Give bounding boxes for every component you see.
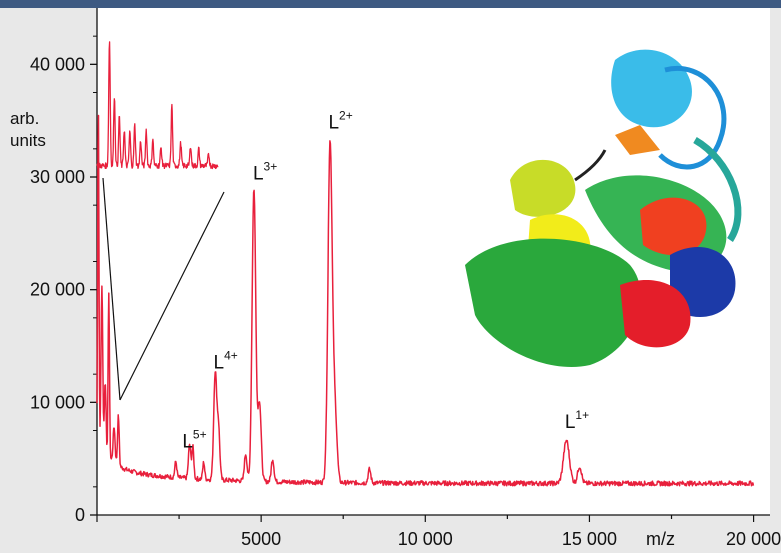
x-tick-label: 20 000 xyxy=(726,529,781,549)
peak-label-letter: L xyxy=(328,113,339,134)
ribbon-yellow-green xyxy=(510,159,576,217)
inset-connector-right xyxy=(119,191,225,401)
peak-label-letter: L xyxy=(565,412,576,433)
x-tick-label: 5000 xyxy=(241,529,281,549)
protein-structure-illustration xyxy=(465,49,742,367)
inset-connector-left xyxy=(102,177,121,401)
y-tick-label: 20 000 xyxy=(30,280,85,300)
ribbon-red xyxy=(640,197,707,256)
y-axis-label-line2: units xyxy=(10,131,46,150)
peak-label: L1+ xyxy=(565,408,589,433)
y-tick-label: 0 xyxy=(75,505,85,525)
x-tick-label: 15 000 xyxy=(562,529,617,549)
x-tick-label: 10 000 xyxy=(398,529,453,549)
peak-charge: 4+ xyxy=(224,349,238,363)
ribbon-dark-blue xyxy=(670,247,736,317)
peak-label-letter: L xyxy=(253,163,264,184)
peak-label: L3+ xyxy=(253,159,277,184)
ribbon-teal xyxy=(693,136,742,242)
ribbon-green xyxy=(465,238,641,367)
y-axis-label-line1: arb. xyxy=(10,109,39,128)
peak-charge: 5+ xyxy=(193,427,207,441)
y-axis: 0 10 000 20 000 30 000 40 000 arb. units xyxy=(10,8,98,525)
peak-charge: 3+ xyxy=(264,159,278,173)
ribbon-blue xyxy=(658,66,727,170)
ribbon-coil xyxy=(574,149,607,182)
peak-label-letter: L xyxy=(214,353,225,374)
peak-charge: 1+ xyxy=(575,408,589,422)
top-banner xyxy=(0,0,781,8)
y-tick-label: 40 000 xyxy=(30,54,85,74)
spectrum-line xyxy=(96,114,755,487)
peak-label: L2+ xyxy=(328,109,352,134)
peak-charge: 2+ xyxy=(339,109,353,123)
peak-label: L5+ xyxy=(182,427,206,452)
x-axis-label: m/z xyxy=(646,529,675,549)
peak-label: L4+ xyxy=(214,349,238,374)
ribbon-orange xyxy=(615,125,660,155)
ribbon-red-lower xyxy=(620,279,691,348)
y-tick-label: 10 000 xyxy=(30,392,85,412)
peak-label-letter: L xyxy=(182,431,193,452)
inset-spectrum-line xyxy=(96,41,219,170)
x-axis: 5000 10 000 15 000 20 000 m/z xyxy=(96,514,781,549)
y-tick-label: 30 000 xyxy=(30,167,85,187)
